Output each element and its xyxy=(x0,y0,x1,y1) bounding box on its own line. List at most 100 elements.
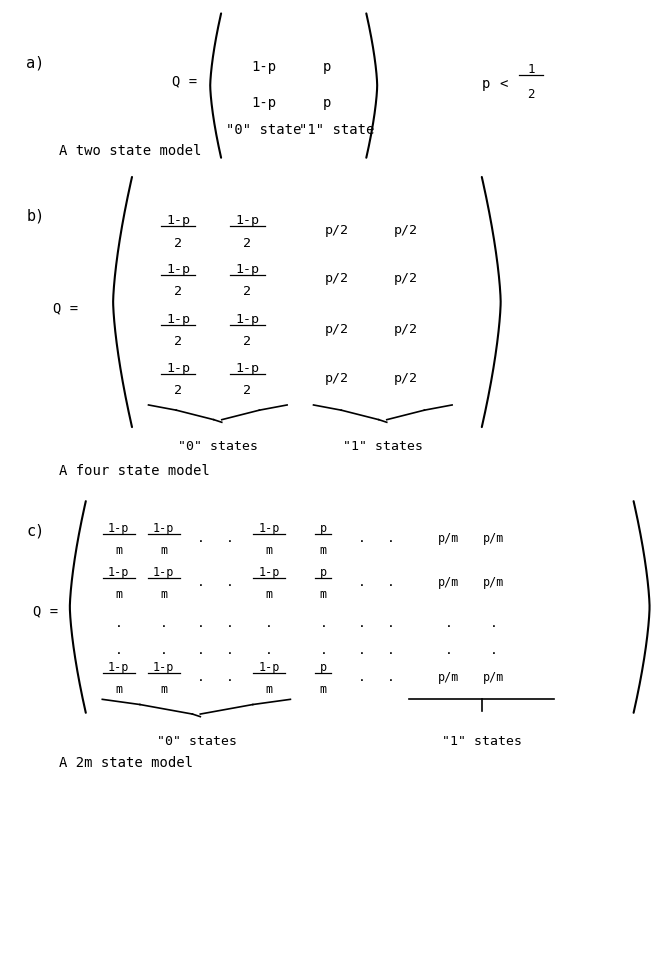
Text: p/2: p/2 xyxy=(325,371,348,384)
Text: m: m xyxy=(320,682,327,696)
Text: "1" state: "1" state xyxy=(299,123,374,136)
Text: 1-p: 1-p xyxy=(108,660,129,673)
Text: .: . xyxy=(197,575,205,588)
Text: .: . xyxy=(490,643,498,656)
Text: 1-p: 1-p xyxy=(153,660,174,673)
Text: .: . xyxy=(387,531,395,545)
Text: 1-p: 1-p xyxy=(236,312,259,325)
Text: 1-p: 1-p xyxy=(153,565,174,578)
Text: p: p xyxy=(320,565,327,578)
Text: "0" states: "0" states xyxy=(156,734,237,748)
Text: .: . xyxy=(319,616,327,629)
Text: .: . xyxy=(387,670,395,683)
Text: 1-p: 1-p xyxy=(259,565,280,578)
Text: .: . xyxy=(445,616,453,629)
Text: .: . xyxy=(226,531,234,545)
Text: 2: 2 xyxy=(244,284,251,298)
Text: .: . xyxy=(197,531,205,545)
Text: "0" state: "0" state xyxy=(226,123,302,136)
Text: .: . xyxy=(115,616,123,629)
Text: p: p xyxy=(320,522,327,534)
Text: m: m xyxy=(115,544,122,557)
Text: 2: 2 xyxy=(174,284,182,298)
Text: Q =: Q = xyxy=(53,301,78,314)
Text: m: m xyxy=(320,544,327,557)
Text: .: . xyxy=(160,643,168,656)
Text: .: . xyxy=(319,643,327,656)
Text: 1-p: 1-p xyxy=(166,262,190,275)
Text: m: m xyxy=(160,587,167,601)
Text: 1: 1 xyxy=(527,62,535,76)
Text: <: < xyxy=(500,77,508,90)
Text: 1-p: 1-p xyxy=(251,61,277,74)
Text: 2: 2 xyxy=(527,87,535,101)
Text: m: m xyxy=(266,544,273,557)
Text: 2: 2 xyxy=(174,236,182,250)
Text: .: . xyxy=(115,643,123,656)
Text: "1" states: "1" states xyxy=(442,734,522,748)
Text: .: . xyxy=(445,643,453,656)
Text: p/m: p/m xyxy=(483,531,504,545)
Text: p/m: p/m xyxy=(438,670,459,683)
Text: p/2: p/2 xyxy=(394,272,418,285)
Text: A two state model: A two state model xyxy=(59,144,202,158)
Text: 1-p: 1-p xyxy=(236,361,259,374)
Text: p: p xyxy=(323,96,331,110)
Text: .: . xyxy=(358,643,366,656)
Text: .: . xyxy=(358,670,366,683)
Text: m: m xyxy=(320,587,327,601)
Text: .: . xyxy=(197,643,205,656)
Text: 2: 2 xyxy=(244,236,251,250)
Text: 1-p: 1-p xyxy=(236,262,259,275)
Text: 2: 2 xyxy=(174,383,182,397)
Text: Q =: Q = xyxy=(33,604,58,617)
Text: p/m: p/m xyxy=(438,531,459,545)
Text: 2: 2 xyxy=(244,383,251,397)
Text: .: . xyxy=(358,616,366,629)
Text: 1-p: 1-p xyxy=(236,214,259,227)
Text: .: . xyxy=(160,616,168,629)
Text: .: . xyxy=(490,616,498,629)
Text: 2: 2 xyxy=(174,334,182,348)
Text: 1-p: 1-p xyxy=(166,361,190,374)
Text: m: m xyxy=(115,587,122,601)
Text: .: . xyxy=(226,643,234,656)
Text: .: . xyxy=(226,670,234,683)
Text: .: . xyxy=(265,616,273,629)
Text: 1-p: 1-p xyxy=(153,522,174,534)
Text: p: p xyxy=(320,660,327,673)
Text: a): a) xyxy=(26,55,45,70)
Text: 1-p: 1-p xyxy=(259,660,280,673)
Text: .: . xyxy=(387,616,395,629)
Text: .: . xyxy=(226,616,234,629)
Text: m: m xyxy=(160,682,167,696)
Text: .: . xyxy=(387,575,395,588)
Text: c): c) xyxy=(26,523,45,538)
Text: m: m xyxy=(160,544,167,557)
Text: 1-p: 1-p xyxy=(108,522,129,534)
Text: p/2: p/2 xyxy=(394,371,418,384)
Text: .: . xyxy=(197,616,205,629)
Text: "1" states: "1" states xyxy=(343,439,423,453)
Text: .: . xyxy=(265,643,273,656)
Text: Q =: Q = xyxy=(172,75,197,88)
Text: 1-p: 1-p xyxy=(108,565,129,578)
Text: 1-p: 1-p xyxy=(251,96,277,110)
Text: m: m xyxy=(266,587,273,601)
Text: m: m xyxy=(115,682,122,696)
Text: b): b) xyxy=(26,209,45,224)
Text: A 2m state model: A 2m state model xyxy=(59,755,193,769)
Text: "0" states: "0" states xyxy=(178,439,258,453)
Text: 1-p: 1-p xyxy=(166,214,190,227)
Text: .: . xyxy=(358,575,366,588)
Text: p/2: p/2 xyxy=(325,224,348,237)
Text: p/2: p/2 xyxy=(325,272,348,285)
Text: p: p xyxy=(323,61,331,74)
Text: p/m: p/m xyxy=(483,575,504,588)
Text: m: m xyxy=(266,682,273,696)
Text: p/2: p/2 xyxy=(394,224,418,237)
Text: .: . xyxy=(358,531,366,545)
Text: .: . xyxy=(387,643,395,656)
Text: p/2: p/2 xyxy=(325,322,348,335)
Text: p/m: p/m xyxy=(438,575,459,588)
